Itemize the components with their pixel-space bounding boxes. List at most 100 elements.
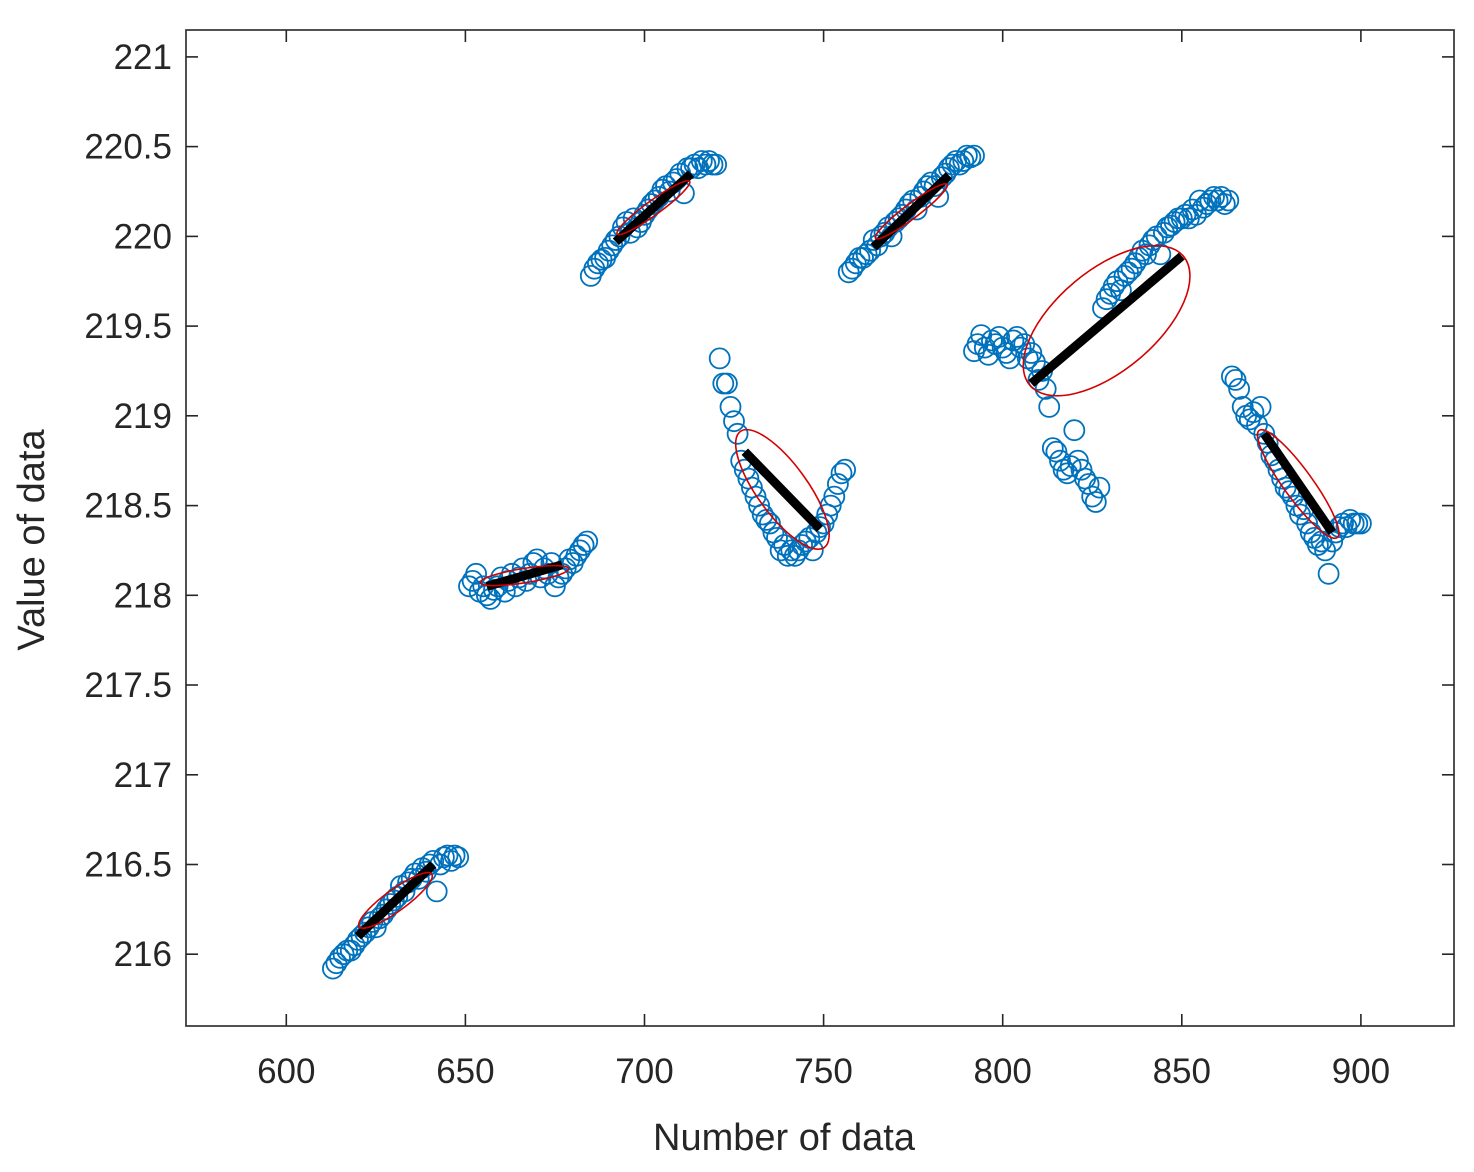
x-axis-label: Number of data xyxy=(653,1117,916,1159)
data-point xyxy=(1195,193,1218,216)
y-tick-label: 219 xyxy=(114,397,172,436)
data-point xyxy=(658,180,681,203)
y-tick-label: 217 xyxy=(114,756,172,795)
fit-line xyxy=(1260,431,1336,536)
data-point xyxy=(1149,243,1172,266)
y-axis-label: Value of data xyxy=(11,429,53,651)
data-point xyxy=(1113,264,1136,287)
confidence-ellipse xyxy=(357,871,434,929)
data-point xyxy=(1006,325,1028,348)
data-point xyxy=(597,239,620,262)
data-point xyxy=(956,144,978,167)
confidence-ellipse xyxy=(479,564,570,587)
data-point xyxy=(1063,419,1086,442)
data-point xyxy=(705,153,727,176)
data-point xyxy=(1070,458,1093,481)
data-point xyxy=(766,527,788,549)
data-point xyxy=(1002,329,1025,352)
data-point xyxy=(776,544,799,567)
data-point xyxy=(1307,534,1329,556)
data-point xyxy=(1231,395,1254,418)
fit-line xyxy=(741,448,824,533)
data-point xyxy=(1120,257,1143,280)
data-point xyxy=(458,575,480,598)
data-point xyxy=(726,422,749,445)
data-point xyxy=(1350,512,1372,535)
y-tick-label: 220 xyxy=(114,217,172,256)
data-point xyxy=(748,494,770,517)
data-point xyxy=(346,929,369,951)
data-point xyxy=(852,246,874,269)
data-point xyxy=(1135,243,1157,266)
y-tick-label: 216 xyxy=(114,935,172,974)
data-point xyxy=(827,473,849,495)
data-point xyxy=(1034,377,1057,400)
data-point xyxy=(1084,491,1107,513)
x-tick-label: 750 xyxy=(794,1052,852,1091)
data-point xyxy=(1253,422,1276,445)
data-point xyxy=(1203,185,1225,208)
data-point xyxy=(791,534,813,556)
confidence-ellipse xyxy=(734,428,830,550)
data-point xyxy=(418,853,441,876)
data-point xyxy=(1059,455,1082,478)
data-point xyxy=(339,939,362,962)
data-point xyxy=(321,957,344,980)
data-point xyxy=(1213,193,1236,216)
y-tick-label: 216.5 xyxy=(84,846,172,885)
y-tick-label: 219.5 xyxy=(84,307,172,346)
data-point xyxy=(1049,449,1071,472)
data-point xyxy=(604,229,627,251)
data-point xyxy=(959,146,982,169)
data-point xyxy=(977,343,1000,366)
data-point xyxy=(723,410,745,433)
x-tick-label: 800 xyxy=(973,1052,1031,1091)
data-point xyxy=(379,893,402,915)
data-point xyxy=(694,153,717,176)
data-point xyxy=(587,252,609,275)
axes-frame xyxy=(185,29,1455,1027)
data-point xyxy=(809,516,831,538)
data-point xyxy=(716,372,738,395)
data-point xyxy=(447,846,470,869)
x-tick-label: 900 xyxy=(1332,1052,1390,1091)
data-point xyxy=(1228,377,1250,400)
data-point xyxy=(801,539,824,562)
confidence-ellipse xyxy=(874,182,949,240)
data-point xyxy=(1020,342,1043,364)
x-tick-label: 850 xyxy=(1153,1052,1211,1091)
confidence-ellipse xyxy=(1256,428,1340,540)
data-point xyxy=(769,539,792,562)
y-tick-label: 217.5 xyxy=(84,666,172,705)
data-point xyxy=(329,946,351,969)
data-point xyxy=(436,844,459,867)
data-point xyxy=(708,347,731,370)
data-point xyxy=(830,462,853,485)
data-point xyxy=(1038,395,1061,418)
fit-line xyxy=(354,861,437,940)
data-point xyxy=(1224,368,1247,391)
data-point xyxy=(465,562,488,585)
data-point xyxy=(823,485,846,508)
y-tick-label: 218.5 xyxy=(84,487,172,526)
x-tick-label: 700 xyxy=(615,1052,673,1091)
data-point xyxy=(1088,476,1111,499)
data-point xyxy=(1142,229,1164,251)
axis-ticks: 600 650 700 750 800 850 900 216 216.5 217 217.5 218… xyxy=(84,30,1454,1091)
data-point xyxy=(1221,365,1243,388)
data-point xyxy=(1041,437,1064,460)
y-tick-label: 221 xyxy=(114,38,172,77)
fit-line xyxy=(1028,252,1185,387)
data-point xyxy=(576,530,599,553)
data-point xyxy=(963,144,985,167)
data-point xyxy=(565,544,588,567)
data-point xyxy=(1249,395,1272,418)
data-point xyxy=(425,880,448,903)
data-point xyxy=(690,150,713,172)
data-point xyxy=(443,844,466,867)
data-point xyxy=(1296,512,1318,535)
data-point xyxy=(572,534,595,556)
fit-line xyxy=(485,560,564,591)
data-point xyxy=(719,395,742,418)
